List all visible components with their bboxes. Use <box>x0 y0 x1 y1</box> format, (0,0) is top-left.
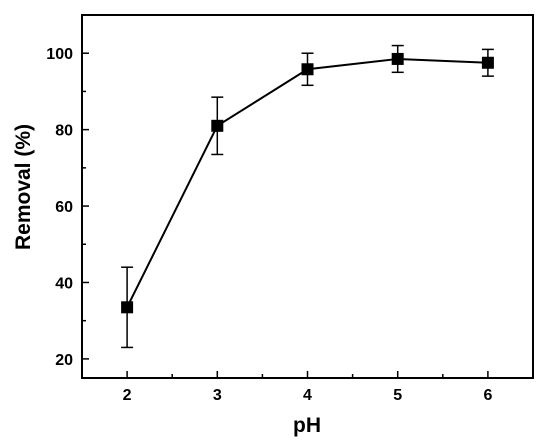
y-axis-label: Removal (%) <box>12 124 35 250</box>
data-point <box>211 119 224 132</box>
plot-layer: 2 3 4 5 6 20 40 60 80 100 <box>46 14 534 404</box>
x-tick-label: 4 <box>303 387 312 404</box>
y-tick-label: 40 <box>55 275 73 292</box>
x-tick-label: 3 <box>213 387 222 404</box>
y-tick-label: 80 <box>55 123 73 140</box>
y-tick-label: 100 <box>46 46 73 63</box>
data-point <box>481 56 494 69</box>
data-point <box>121 301 134 314</box>
x-tick-label: 6 <box>483 387 492 404</box>
x-tick-label: 5 <box>393 387 402 404</box>
y-tick-label: 20 <box>55 352 73 369</box>
x-tick-label: 2 <box>123 387 132 404</box>
data-point <box>301 63 314 76</box>
y-tick-label: 60 <box>55 199 73 216</box>
series-line <box>126 57 488 308</box>
data-point <box>391 52 404 65</box>
x-axis-label: pH <box>293 414 321 437</box>
